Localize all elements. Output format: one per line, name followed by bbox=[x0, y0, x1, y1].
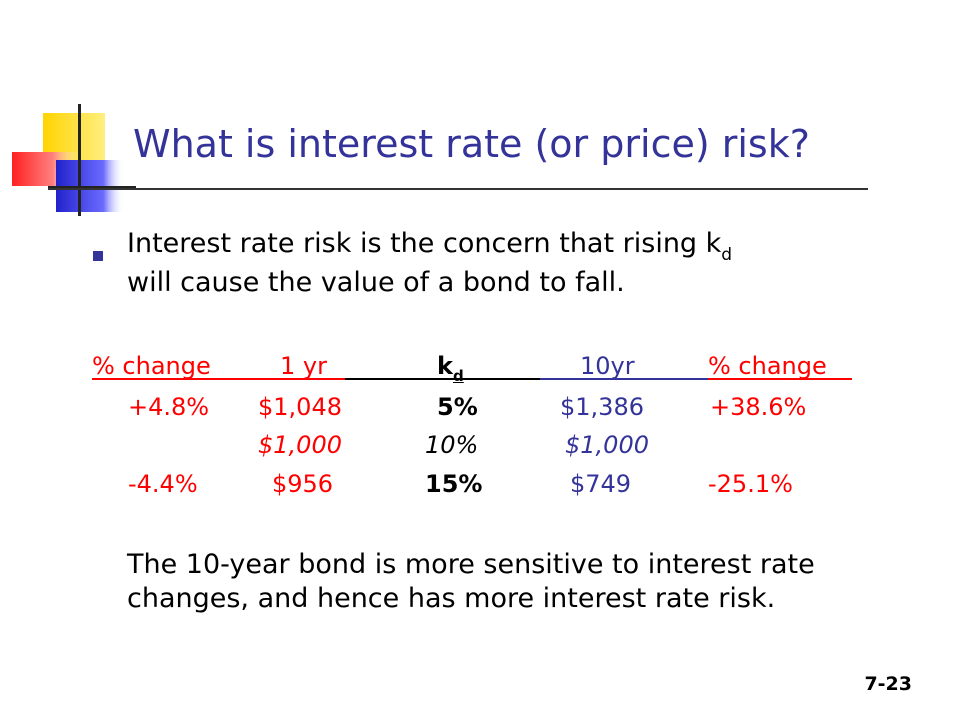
row1-10yr: $1,386 bbox=[560, 393, 644, 421]
row3-kd: 15% bbox=[425, 470, 483, 498]
slide-title: What is interest rate (or price) risk? bbox=[133, 122, 810, 166]
header-10yr: 10yr bbox=[580, 352, 635, 380]
row1-pct-right: +38.6% bbox=[710, 393, 807, 421]
header-kd: kd bbox=[437, 352, 464, 385]
header-pct-change-right: % change bbox=[708, 352, 827, 380]
conclusion-paragraph: The 10-year bond is more sensitive to in… bbox=[127, 549, 815, 614]
row1-pct-left: +4.8% bbox=[128, 393, 210, 421]
header-underline-blue bbox=[540, 378, 708, 380]
header-1yr: 1 yr bbox=[280, 352, 327, 380]
header-underline-black bbox=[345, 378, 540, 380]
row1-kd: 5% bbox=[437, 393, 478, 421]
row3-pct-left: -4.4% bbox=[128, 470, 198, 498]
row3-1yr: $956 bbox=[272, 470, 334, 498]
row2-10yr: $1,000 bbox=[565, 431, 649, 459]
header-underline-red-left bbox=[92, 378, 345, 380]
row2-kd: 10% bbox=[425, 431, 479, 459]
row3-pct-right: -25.1% bbox=[708, 470, 793, 498]
row3-10yr: $749 bbox=[570, 470, 632, 498]
header-underline-red-right bbox=[708, 378, 852, 380]
row2-1yr: $1,000 bbox=[258, 431, 342, 459]
title-divider bbox=[48, 188, 868, 190]
row1-1yr: $1,048 bbox=[258, 393, 342, 421]
header-pct-change-left: % change bbox=[92, 352, 211, 380]
bullet-square-icon bbox=[93, 251, 103, 261]
slide-number: 7-23 bbox=[864, 673, 912, 695]
bullet-text: Interest rate risk is the concern that r… bbox=[127, 228, 733, 298]
decorative-logo-graphic bbox=[12, 104, 136, 216]
